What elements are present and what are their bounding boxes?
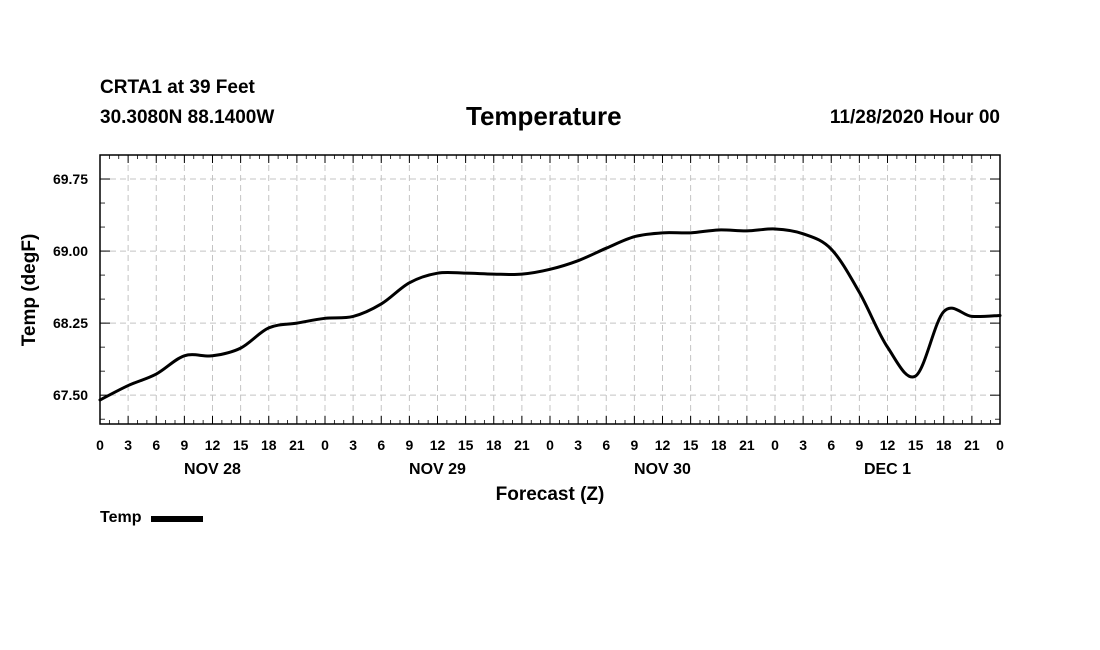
x-tick-label: 9: [405, 437, 413, 453]
day-label: NOV 29: [409, 461, 466, 478]
x-tick-label: 12: [880, 437, 896, 453]
x-tick-label: 15: [233, 437, 249, 453]
x-tick-label: 18: [936, 437, 952, 453]
x-tick-label: 18: [711, 437, 727, 453]
x-tick-label: 0: [996, 437, 1004, 453]
x-tick-label: 3: [799, 437, 807, 453]
x-tick-label: 0: [96, 437, 104, 453]
x-tick-label: 3: [574, 437, 582, 453]
x-tick-label: 6: [827, 437, 835, 453]
x-tick-label: 0: [771, 437, 779, 453]
series-layer: [98, 227, 1002, 402]
station-name: CRTA1 at 39 Feet: [100, 77, 255, 98]
x-tick-label: 0: [546, 437, 554, 453]
x-tick-label: 3: [124, 437, 132, 453]
y-axis-title: Temp (degF): [19, 234, 40, 347]
y-tick-label: 68.25: [53, 315, 88, 331]
forecast-run-time: 11/28/2020 Hour 00: [829, 107, 1000, 128]
grid-layer: [100, 155, 1000, 424]
x-tick-label: 6: [602, 437, 610, 453]
y-tick-label: 69.75: [53, 171, 88, 187]
x-axis-title: Forecast (Z): [496, 484, 605, 505]
x-tick-label: 6: [377, 437, 385, 453]
x-tick-label: 9: [630, 437, 638, 453]
x-tick-label: 15: [458, 437, 474, 453]
x-tick-label: 18: [261, 437, 277, 453]
x-tick-label: 12: [430, 437, 446, 453]
x-tick-label: 21: [289, 437, 305, 453]
x-tick-label: 15: [683, 437, 699, 453]
day-label: DEC 1: [864, 461, 911, 478]
x-tick-label: 9: [855, 437, 863, 453]
x-tick-label: 18: [486, 437, 502, 453]
day-label: NOV 28: [184, 461, 241, 478]
day-label: NOV 30: [634, 461, 691, 478]
label-layer: 0 3 6 9 12 15 18 21 0 3 6 9 12 15 18 21 0 3 6 9 12 15 18 21 0 3 6 9…: [53, 171, 1004, 478]
x-tick-label: 12: [205, 437, 221, 453]
y-tick-label: 67.50: [53, 387, 88, 403]
chart-title: Temperature: [466, 101, 622, 131]
y-tick-label: 69.00: [53, 243, 88, 259]
legend-line-swatch: [151, 516, 204, 522]
x-tick-label: 3: [349, 437, 357, 453]
x-tick-label: 6: [152, 437, 160, 453]
x-tick-label: 9: [180, 437, 188, 453]
x-tick-label: 21: [514, 437, 530, 453]
plot-frame: [99, 154, 1001, 425]
x-tick-label: 12: [655, 437, 671, 453]
temp-series-line: [98, 227, 1002, 402]
legend: Temp: [100, 509, 204, 527]
station-coordinates: 30.3080N 88.1400W: [100, 107, 275, 128]
x-tick-label: 15: [908, 437, 924, 453]
legend-label: Temp: [100, 509, 142, 526]
x-tick-label: 0: [321, 437, 329, 453]
x-tick-label: 21: [739, 437, 755, 453]
x-tick-label: 21: [964, 437, 980, 453]
